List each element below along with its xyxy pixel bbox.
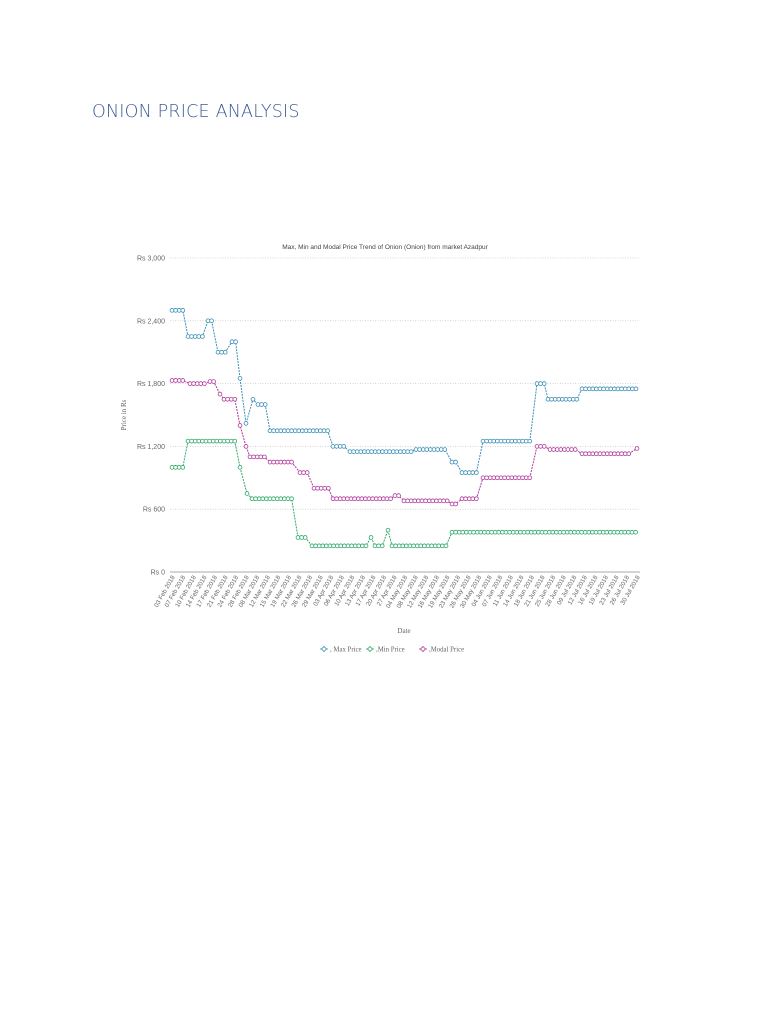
x-axis-label: Date — [397, 627, 410, 635]
legend-item[interactable]: ,Min Price — [366, 645, 405, 654]
data-point — [211, 379, 216, 384]
data-point — [368, 535, 374, 540]
data-point — [232, 438, 238, 444]
y-tick-label: Rs 2,400 — [137, 318, 165, 325]
y-tick-label: Rs 600 — [143, 507, 165, 514]
data-point — [237, 376, 243, 381]
data-point — [250, 396, 256, 402]
data-point — [233, 339, 238, 345]
diamond-marker-icon — [320, 645, 328, 653]
legend-item[interactable]: ,Modal Price — [419, 645, 464, 654]
data-point — [541, 381, 547, 386]
data-point — [304, 470, 310, 475]
data-point — [180, 308, 186, 313]
data-point — [453, 501, 458, 507]
data-point — [222, 349, 228, 355]
data-point — [574, 396, 580, 402]
y-tick-label: Rs 3,000 — [137, 256, 165, 263]
series-maxprice — [169, 308, 639, 475]
series-minprice — [169, 438, 638, 549]
legend-label: ,Modal Price — [429, 647, 464, 654]
series-lines — [169, 308, 640, 549]
data-point — [243, 444, 249, 449]
chart-title: Max, Min and Modal Price Trend of Onion … — [282, 244, 488, 251]
data-point — [474, 470, 479, 475]
y-axis-ticks: Rs 0 Rs 600 Rs 1,200 Rs 1,800 Rs 2,400 Rs 3,0… — [137, 256, 165, 577]
data-point — [202, 381, 207, 386]
diamond-marker-icon — [366, 645, 374, 653]
legend-label: , Max Price — [330, 647, 362, 654]
data-point — [541, 444, 547, 449]
data-point — [341, 444, 347, 449]
data-point — [243, 421, 249, 426]
data-point — [232, 396, 238, 402]
data-point — [633, 529, 638, 535]
diamond-marker-icon — [419, 645, 427, 653]
data-point — [633, 386, 639, 392]
y-tick-label: Rs 1,800 — [137, 381, 165, 388]
data-point — [363, 543, 369, 549]
gridlines — [170, 257, 640, 510]
data-point — [302, 535, 308, 540]
data-point — [262, 402, 268, 407]
legend: , Max Price ,Min Price ,Modal Price — [320, 645, 464, 654]
data-point — [634, 446, 640, 451]
data-point — [626, 451, 632, 457]
y-tick-label: Rs 1,200 — [137, 444, 165, 451]
data-point — [180, 378, 186, 383]
legend-item[interactable]: , Max Price — [320, 645, 362, 654]
data-point — [325, 428, 330, 434]
data-point — [262, 454, 267, 460]
data-point — [388, 496, 393, 502]
data-point — [527, 475, 533, 481]
y-axis-label: Price in Rs — [120, 399, 128, 430]
data-point — [237, 423, 243, 428]
data-point — [527, 438, 533, 444]
data-point — [442, 447, 448, 452]
legend-label: ,Min Price — [376, 647, 405, 654]
series-line — [172, 440, 636, 547]
data-point — [289, 496, 294, 502]
data-point — [379, 543, 385, 549]
series-modalprice — [169, 378, 640, 507]
data-point — [396, 493, 401, 498]
data-point — [385, 527, 391, 533]
data-point — [572, 447, 578, 452]
data-point — [244, 491, 250, 496]
page-title: ONION PRICE ANALYSIS — [92, 102, 300, 122]
data-point — [217, 391, 223, 397]
data-point — [443, 543, 449, 549]
data-point — [444, 498, 450, 504]
data-point — [408, 449, 414, 454]
data-point — [180, 465, 186, 470]
data-point — [453, 459, 458, 465]
data-point — [326, 485, 331, 491]
data-point — [474, 496, 479, 502]
data-point — [289, 459, 294, 465]
data-point — [200, 334, 205, 339]
data-point — [237, 465, 243, 470]
y-tick-label: Rs 0 — [151, 570, 166, 577]
data-point — [209, 318, 214, 324]
